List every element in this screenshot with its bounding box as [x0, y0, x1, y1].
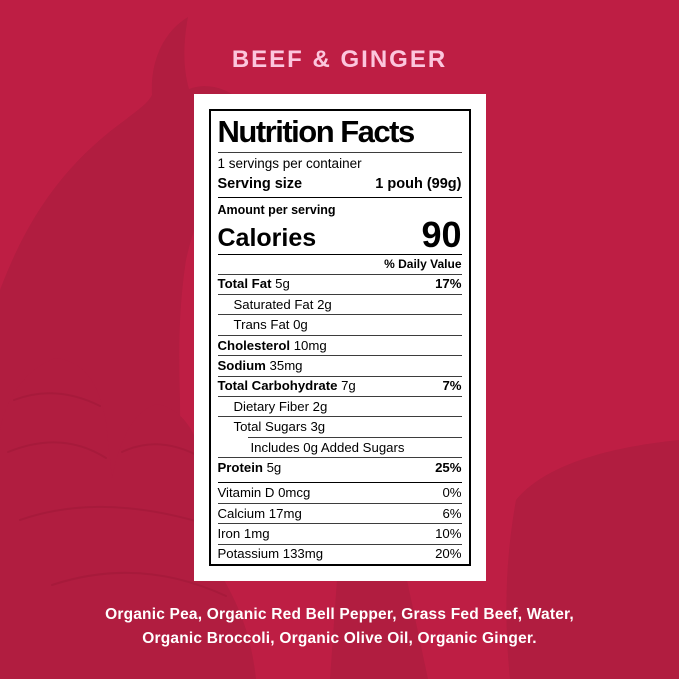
nutrient-row: Total Fat 5g 17% — [217, 273, 462, 294]
calories-value: 90 — [421, 213, 462, 255]
daily-value-percent: 20% — [435, 546, 462, 562]
nutrition-facts-card: Nutrition Facts 1 servings per container… — [193, 94, 486, 581]
nutrient-row: Vitamin D 0mcg 0% — [218, 482, 462, 502]
nutrient-row: Total Sugars 3g — [217, 416, 462, 436]
nutrient-row: Saturated Fat 2g — [217, 294, 462, 314]
servings-per-container: 1 servings per container — [217, 155, 362, 171]
nutrient-row: Trans Fat 0g — [217, 314, 462, 334]
nutrient-row: Protein 5g 25% — [217, 457, 462, 477]
daily-value-percent: 25% — [435, 459, 462, 475]
nutrient-row: Cholesterol 10mg — [217, 334, 462, 355]
daily-value-header: % Daily Value — [384, 257, 462, 272]
nutrient-row: Iron 1mg 10% — [217, 523, 462, 543]
ginger-segment-lines — [7, 392, 227, 597]
thick-divider-bar — [217, 481, 462, 483]
cow-leg-silhouette — [330, 559, 428, 679]
nutrient-name-amount: Saturated Fat 2g — [233, 296, 332, 312]
nutrient-row: Potassium 133mg 20% — [217, 543, 462, 564]
nutrient-name-amount: Total Sugars 3g — [233, 419, 326, 435]
cow-hind-silhouette — [506, 440, 679, 679]
nutrient-name-amount: Total Fat 5g — [217, 276, 290, 292]
calories-row: Calories 90 — [217, 213, 462, 255]
nutrient-rows: Total Fat 5g 17% Saturated Fat 2g Trans Fat… — [217, 273, 462, 478]
amount-per-serving-label: Amount per serving — [217, 202, 336, 217]
ginger-silhouette — [0, 358, 256, 679]
ingredients-text: Organic Pea, Organic Red Bell Pepper, Gr… — [0, 603, 679, 651]
nutrient-name-amount: Calcium 17mg — [217, 505, 302, 521]
nutrient-name-amount: Iron 1mg — [217, 525, 270, 541]
ingredients-line: Organic Broccoli, Organic Olive Oil, Org… — [142, 630, 537, 648]
nutrient-row: Includes 0g Added Sugars — [218, 436, 462, 457]
nutrient-name-amount: Potassium 133mg — [217, 546, 324, 562]
nutrient-name-amount: Vitamin D 0mcg — [217, 485, 311, 501]
nutrition-facts-title: Nutrition Facts — [217, 112, 462, 153]
nutrient-row: Total Carbohydrate 7g 7% — [217, 375, 462, 396]
nutrient-name-amount: Protein 5g — [217, 459, 282, 475]
serving-size-row: Serving size 1 pouh (99g) — [218, 172, 462, 193]
daily-value-percent: 7% — [442, 378, 462, 394]
product-flavor-title: BEEF & GINGER — [231, 46, 448, 73]
nutrient-name-amount: Total Carbohydrate 7g — [217, 378, 356, 394]
daily-value-percent: 10% — [435, 525, 462, 541]
serving-size-label: Serving size — [217, 175, 303, 192]
nutrient-row: Dietary Fiber 2g — [217, 396, 462, 416]
nutrient-name-amount: Includes 0g Added Sugars — [250, 439, 405, 455]
ingredients-line: Organic Pea, Organic Red Bell Pepper, Gr… — [105, 606, 574, 623]
nutrient-name-amount: Dietary Fiber 2g — [233, 398, 328, 414]
daily-value-percent: 0% — [442, 485, 462, 501]
nutrient-name-amount: Sodium 35mg — [217, 357, 303, 373]
nutrient-row: Calcium 17mg 6% — [217, 502, 462, 523]
daily-value-percent: 6% — [442, 505, 462, 521]
nutrition-facts-box: Nutrition Facts 1 servings per container… — [208, 109, 471, 566]
vitamin-rows: Vitamin D 0mcg 0% Calcium 17mg 6% Iron 1mg 10… — [217, 482, 462, 564]
nutrient-name-amount: Trans Fat 0g — [233, 317, 308, 333]
thick-divider-bar — [217, 196, 462, 198]
calories-label: Calories — [217, 223, 317, 252]
daily-value-percent: 17% — [435, 276, 462, 292]
nutrient-name-amount: Cholesterol 10mg — [217, 337, 327, 353]
serving-size-value: 1 pouh (99g) — [375, 175, 462, 192]
nutrient-row: Sodium 35mg — [217, 355, 462, 375]
